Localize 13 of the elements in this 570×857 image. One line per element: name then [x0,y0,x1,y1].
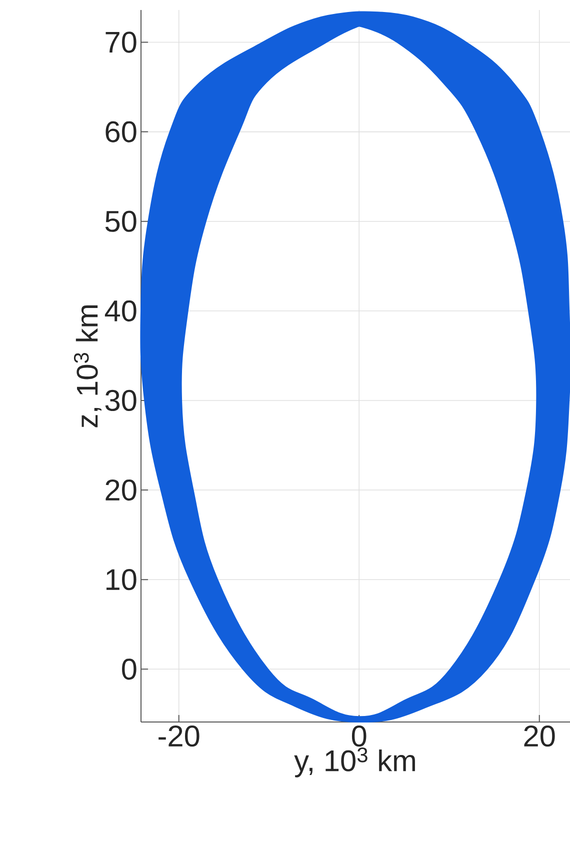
y-tick-label: 70 [106,32,136,53]
y-tick-label: 0 [122,658,136,680]
x-tick-label: 20 [524,726,555,747]
y-axis-title: z, 10$^{3}$ km [74,305,102,428]
y-tick-label: 50 [105,210,136,232]
x-tick-label: -20 [158,726,200,747]
x-tick-label: 0 [352,726,366,747]
y-tick-label: 10 [106,569,136,590]
y-tick-label: 60 [106,121,136,142]
x-axis-title: y, 10$^{3}$ km [294,748,415,778]
y-tick-label: 20 [106,479,136,501]
y-tick-label: 30 [105,390,136,412]
y-tick-label: 40 [104,300,136,322]
